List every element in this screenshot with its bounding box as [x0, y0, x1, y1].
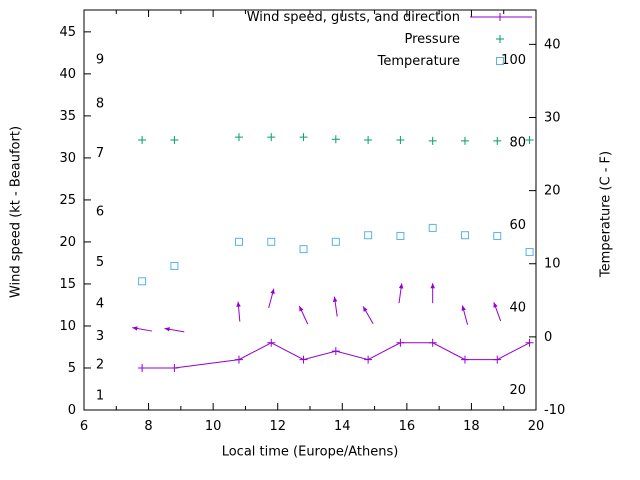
wind-speed-point — [525, 338, 534, 347]
x-axis-title: Local time (Europe/Athens) — [221, 444, 399, 460]
x-tick-label: 14 — [334, 419, 351, 434]
wind-speed-point — [299, 355, 308, 364]
wind-speed-point — [493, 355, 502, 364]
temp-tick-label: -10 — [544, 403, 565, 418]
wind-direction-arrow-head — [236, 301, 241, 307]
x-tick-label: 12 — [269, 419, 286, 434]
kt-tick-label: 20 — [59, 235, 76, 250]
beaufort-scale-label: 8 — [96, 96, 104, 111]
legend-marker-square — [496, 57, 504, 65]
pressure-point — [138, 136, 147, 145]
pressure-point — [364, 136, 373, 145]
wind-direction-arrow-head — [270, 288, 275, 295]
wind-direction-arrow-head — [132, 326, 138, 331]
pressure-scale-label: 100 — [501, 53, 526, 68]
legend-label: Wind speed, gusts, and direction — [247, 10, 460, 25]
wind-direction-arrow-head — [164, 327, 170, 332]
temp-tick-label: 10 — [544, 257, 561, 272]
legend-marker-plus — [496, 35, 504, 43]
pressure-scale-label: 80 — [509, 136, 526, 151]
legend-label: Temperature — [377, 54, 460, 69]
temperature-point — [299, 245, 308, 254]
wind-speed-point — [170, 363, 179, 372]
beaufort-scale-label: 7 — [96, 146, 104, 161]
wind-speed-line — [142, 342, 530, 369]
wind-direction-arrow-head — [461, 305, 466, 311]
beaufort-scale-label: 6 — [96, 205, 104, 220]
temperature-point — [138, 277, 147, 286]
kt-tick-label: 45 — [59, 25, 76, 40]
wind-speed-point — [331, 347, 340, 356]
wind-speed-point — [364, 355, 373, 364]
pressure-point — [331, 135, 340, 144]
legend-label: Pressure — [404, 32, 460, 47]
beaufort-scale-label: 9 — [96, 53, 104, 68]
pressure-point — [493, 136, 502, 145]
temperature-point — [170, 261, 179, 270]
beaufort-scale-label: 4 — [96, 296, 104, 311]
wind-direction-arrow-head — [299, 305, 304, 312]
pressure-point — [428, 136, 437, 145]
temperature-point — [493, 231, 502, 240]
beaufort-scale-label: 3 — [96, 329, 104, 344]
pressure-point — [234, 133, 243, 142]
x-tick-label: 16 — [399, 419, 416, 434]
kt-tick-label: 30 — [59, 151, 76, 166]
x-tick-label: 20 — [528, 419, 545, 434]
temp-tick-label: 20 — [544, 184, 561, 199]
temperature-point — [460, 231, 469, 240]
pressure-scale-label: 20 — [509, 383, 526, 398]
kt-tick-label: 25 — [59, 193, 76, 208]
temp-tick-label: 0 — [544, 330, 552, 345]
pressure-point — [396, 136, 405, 145]
wind-speed-point — [460, 355, 469, 364]
kt-tick-label: 5 — [68, 361, 76, 376]
pressure-point — [299, 133, 308, 142]
kt-tick-label: 40 — [59, 67, 76, 82]
wind-direction-arrow-head — [363, 306, 368, 312]
temperature-point — [267, 237, 276, 246]
kt-tick-label: 35 — [59, 109, 76, 124]
temp-tick-label: 30 — [544, 110, 561, 125]
pressure-point — [525, 136, 534, 145]
wind-direction-arrow-head — [430, 283, 435, 289]
temperature-point — [428, 223, 437, 232]
legend-marker-plus — [496, 13, 504, 21]
beaufort-scale-label: 1 — [96, 389, 104, 404]
temperature-point — [396, 231, 405, 240]
kt-tick-label: 0 — [68, 403, 76, 418]
wind-speed-point — [396, 338, 405, 347]
temperature-point — [234, 237, 243, 246]
wind-speed-point — [428, 338, 437, 347]
pressure-point — [170, 136, 179, 145]
x-tick-label: 18 — [463, 419, 480, 434]
kt-tick-label: 15 — [59, 277, 76, 292]
wind-speed-point — [267, 338, 276, 347]
x-tick-label: 10 — [205, 419, 222, 434]
kt-tick-label: 10 — [59, 319, 76, 334]
wind-direction-arrow-head — [332, 296, 338, 303]
temperature-point — [331, 237, 340, 246]
wind-direction-arrow-head — [398, 283, 404, 289]
temperature-point — [525, 248, 534, 257]
x-tick-label: 6 — [80, 419, 88, 434]
wind-speed-point — [138, 363, 147, 372]
temp-tick-label: 40 — [544, 37, 561, 52]
beaufort-scale-label: 2 — [96, 358, 104, 373]
pressure-scale-label: 40 — [509, 301, 526, 316]
temperature-point — [364, 231, 373, 240]
beaufort-scale-label: 5 — [96, 255, 104, 270]
pressure-point — [267, 133, 276, 142]
x-tick-label: 8 — [144, 419, 152, 434]
plot-border — [83, 9, 537, 411]
wind-speed-point — [234, 355, 243, 364]
wind-direction-arrow-head — [493, 302, 498, 308]
pressure-point — [460, 136, 469, 145]
pressure-scale-label: 60 — [509, 218, 526, 233]
